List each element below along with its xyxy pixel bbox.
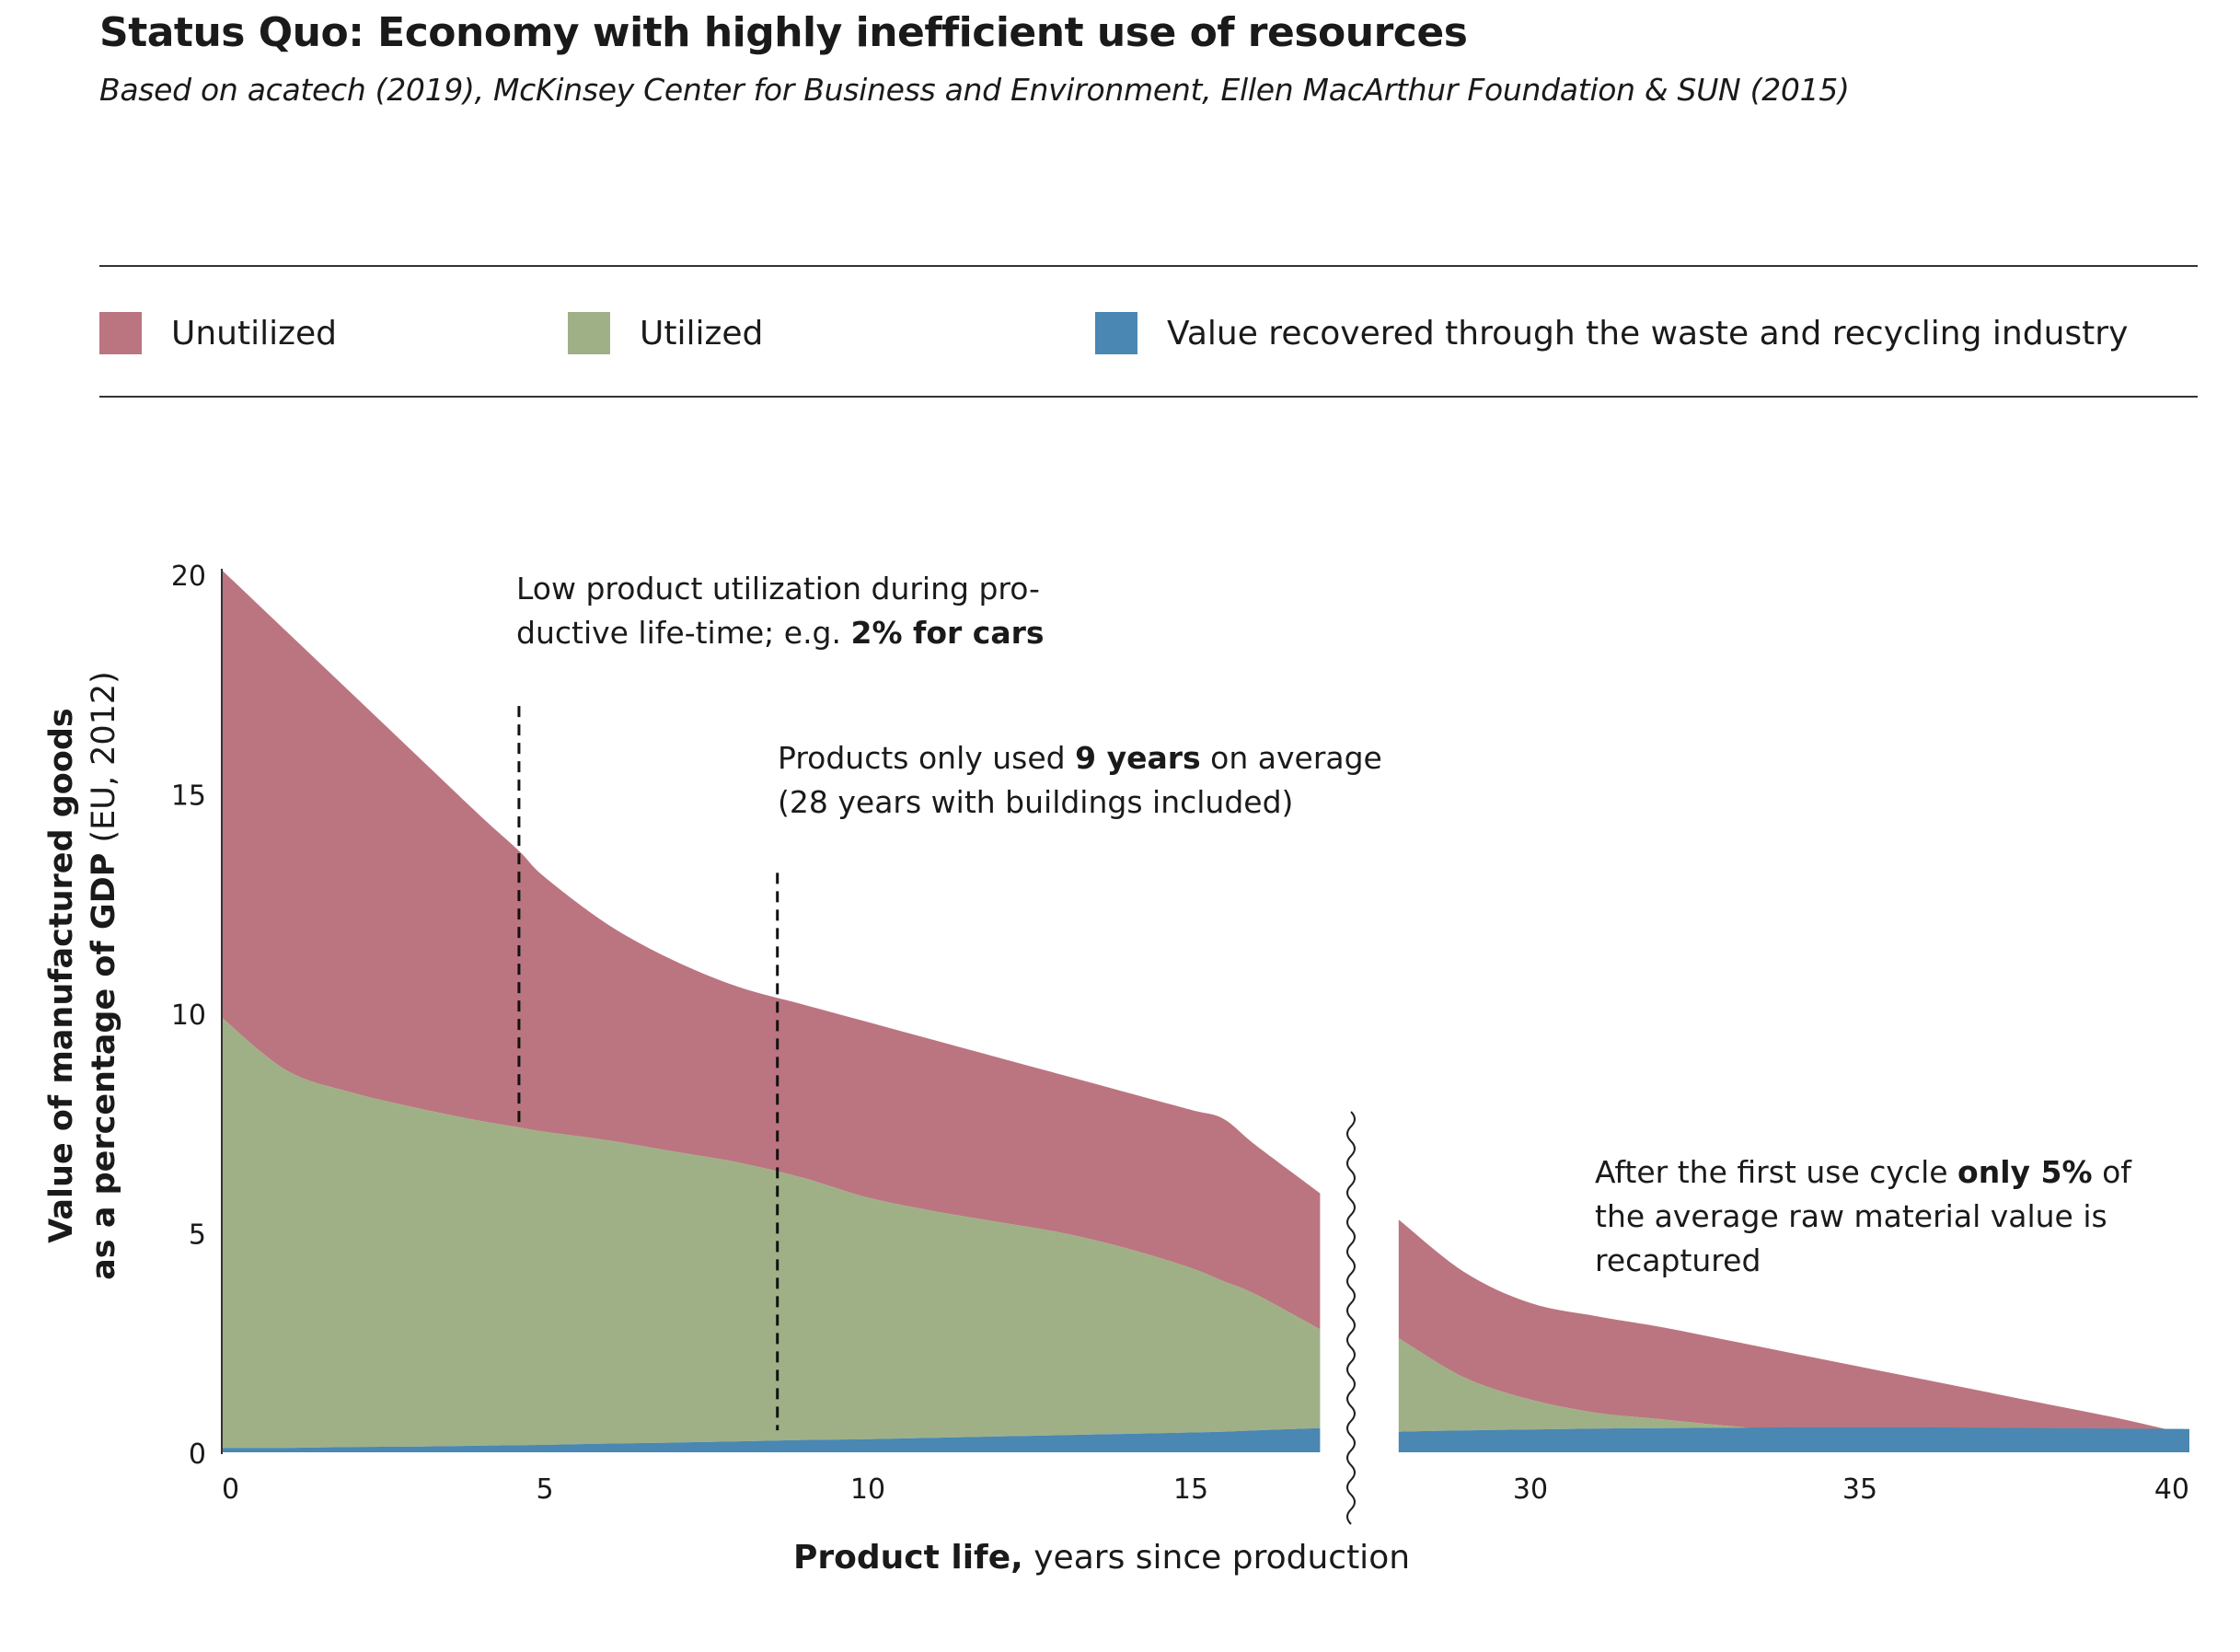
x-tick-label-35: 35: [1842, 1473, 1877, 1506]
annotation-recapture: After the first use cycle only 5% of the…: [1595, 1150, 2131, 1283]
x-tick-label-5: 5: [536, 1473, 553, 1506]
legend-item-recovered: Value recovered through the waste and re…: [1095, 311, 2128, 355]
annotation-recapture-text-a: After the first use cycle: [1595, 1154, 1948, 1190]
y-tick-label-10: 10: [171, 999, 206, 1032]
annotation-utilization: Low product utilization during pro- duct…: [516, 567, 1045, 655]
legend-divider-top: [99, 265, 2198, 267]
area-recovered-segment-1: [222, 1427, 1321, 1452]
y-axis-label-line1: Value of manufactured goods: [43, 708, 80, 1243]
x-axis-label: Product life, years since production: [793, 1539, 1410, 1577]
x-tick-label-40: 40: [2154, 1473, 2189, 1506]
annotation-nine-years-highlight: 9 years: [1075, 740, 1201, 776]
y-tick-label-15: 15: [171, 780, 206, 813]
annotation-nine-years-line2: (28 years with buildings included): [778, 784, 1294, 820]
x-tick-label-15: 15: [1173, 1473, 1208, 1506]
area-unutilized-segment-1: [222, 570, 1321, 1330]
y-tick-label-20: 20: [171, 560, 206, 593]
annotation-recapture-line2: the average raw material value is: [1595, 1198, 2107, 1234]
legend-label-utilized: Utilized: [640, 314, 764, 352]
annotation-nine-years-text-b: on average: [1210, 740, 1382, 776]
x-tick-label-30: 30: [1513, 1473, 1548, 1506]
legend-item-utilized: Utilized: [568, 311, 763, 355]
x-tick-label-10: 10: [850, 1473, 885, 1506]
area-utilized-segment-1: [222, 1017, 1321, 1449]
annotation-nine-years-text-a: Products only used: [778, 740, 1066, 776]
x-tick-label-0: 0: [222, 1473, 239, 1506]
y-axis-label-line2-bold: as a percentage of GDP: [86, 852, 122, 1280]
area-unutilized-segment-2: [1398, 1219, 2189, 1451]
annotation-nine-years: Products only used 9 years on average (2…: [778, 736, 1382, 825]
chart-subtitle: Based on acatech (2019), McKinsey Center…: [99, 72, 1850, 108]
legend-swatch-utilized: [568, 312, 610, 354]
y-tick-label-5: 5: [189, 1219, 206, 1252]
annotation-utilization-line1: Low product utilization during pro-: [516, 571, 1040, 607]
legend-divider-bottom: [99, 396, 2198, 398]
legend-label-recovered: Value recovered through the waste and re…: [1167, 314, 2129, 352]
area-recovered-segment-2: [1398, 1427, 2189, 1452]
x-axis-label-bold: Product life,: [793, 1539, 1023, 1577]
x-axis-label-normal: years since production: [1033, 1539, 1411, 1577]
annotation-recapture-line3: recaptured: [1595, 1242, 1761, 1278]
legend-label-unutilized: Unutilized: [171, 314, 337, 352]
y-axis-label-line2-normal: (EU, 2012): [86, 671, 122, 843]
annotation-utilization-line2: ductive life-time; e.g.: [516, 615, 841, 651]
area-utilized-segment-2: [1398, 1338, 2189, 1451]
chart-title: Status Quo: Economy with highly ineffici…: [99, 9, 1468, 56]
y-axis-label: Value of manufactured goods as a percent…: [40, 561, 125, 1390]
annotation-utilization-highlight: 2% for cars: [850, 615, 1045, 651]
legend-swatch-unutilized: [99, 312, 142, 354]
annotation-recapture-highlight: only 5%: [1957, 1154, 2093, 1190]
annotation-recapture-text-b: of: [2102, 1154, 2131, 1190]
y-tick-label-0: 0: [189, 1438, 206, 1471]
legend-swatch-recovered: [1095, 312, 1137, 354]
axis-break-squiggle: [1346, 1111, 1356, 1525]
legend-item-unutilized: Unutilized: [99, 311, 337, 355]
